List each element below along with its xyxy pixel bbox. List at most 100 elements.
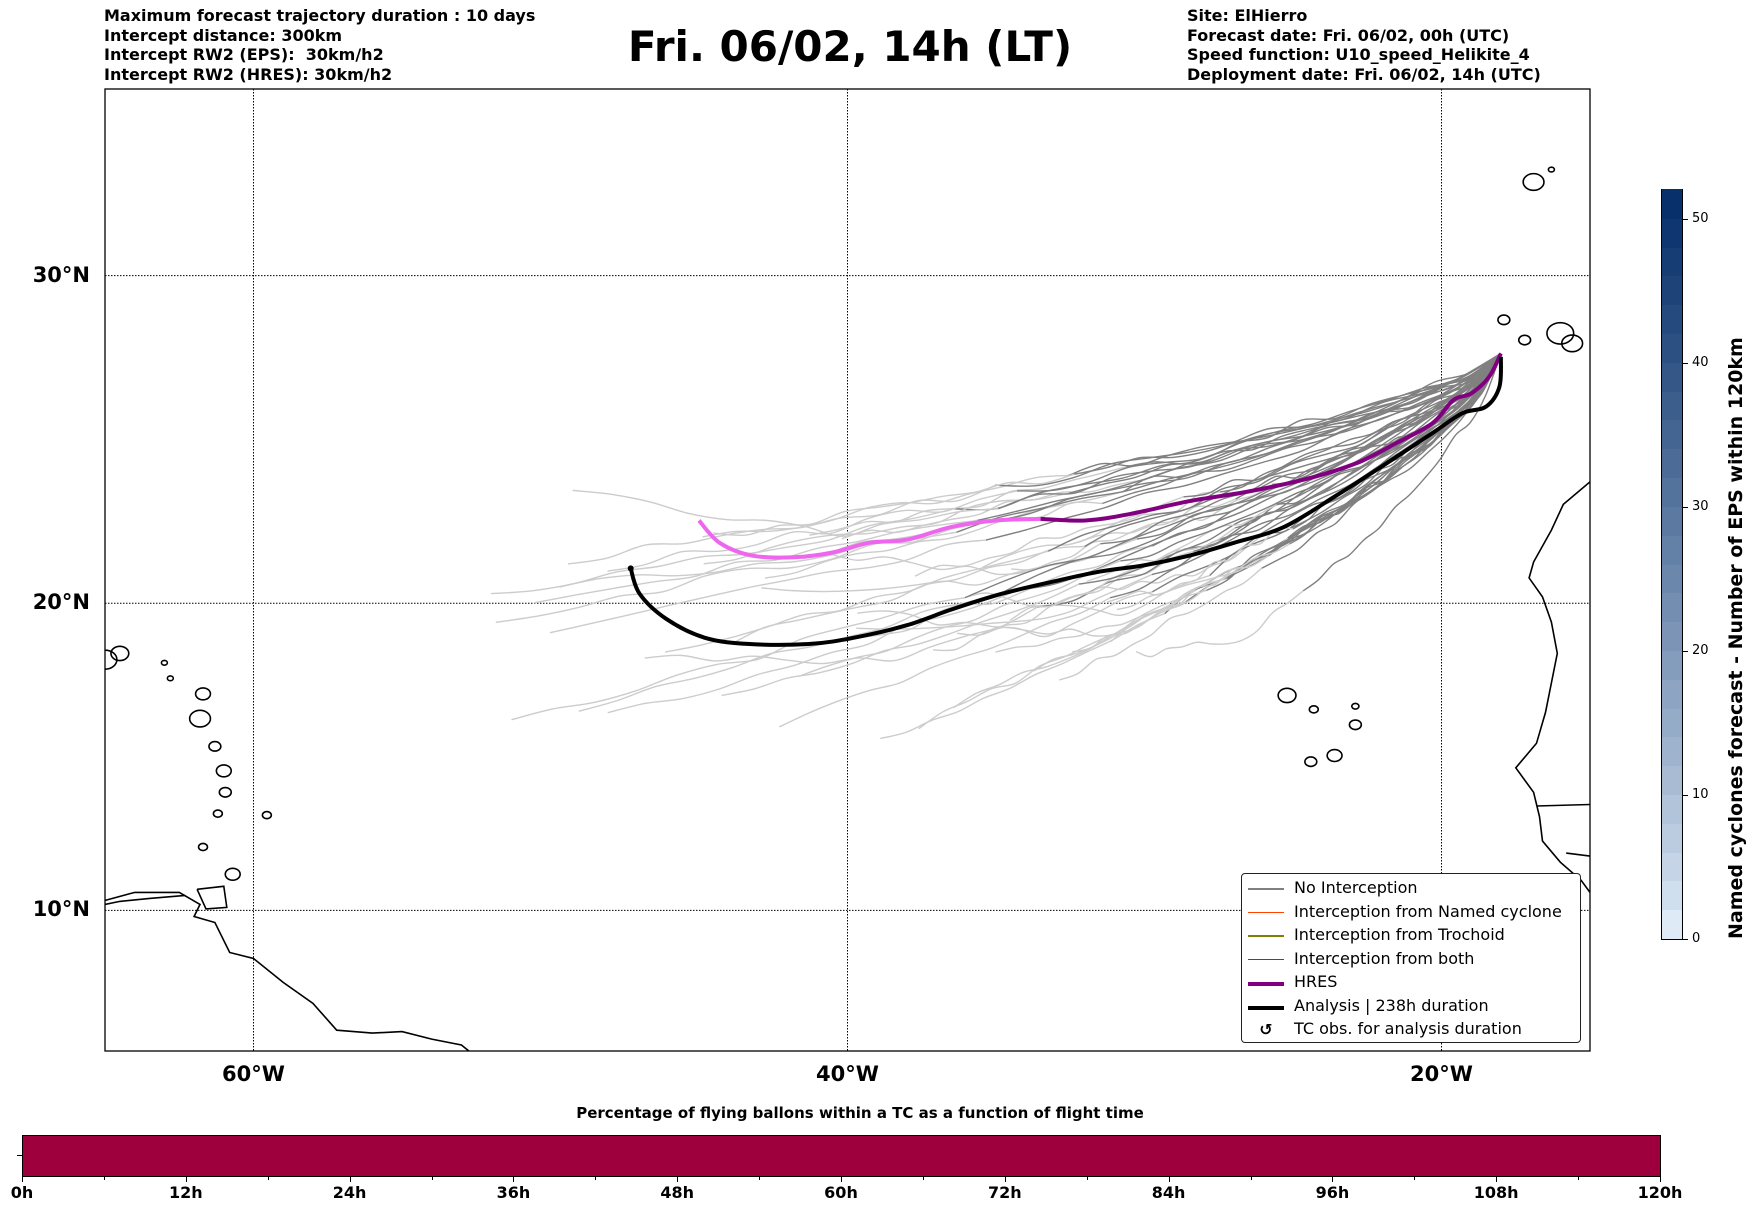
- tc-bar-tick: [103, 1176, 105, 1180]
- colorbar-tick-label: 40: [1692, 354, 1709, 370]
- colorbar-level: [1662, 476, 1682, 507]
- eps-trajectory-late: [1110, 543, 1290, 643]
- tc-bar-tick: [759, 1176, 761, 1180]
- tc-bar-tick: [513, 1176, 515, 1182]
- colorbar-level: [1662, 678, 1682, 709]
- colorbar-level: [1662, 879, 1682, 911]
- intercept-hres-text: Intercept RW2 (HRES): 30km/h2: [104, 64, 393, 84]
- legend-item: No Interception: [1242, 877, 1580, 900]
- tc-bar-tick-label: 24h: [332, 1183, 367, 1202]
- header-right-info: Site: ElHierro Forecast date: Fri. 06/02…: [1187, 6, 1541, 84]
- max-duration-text: Maximum forecast trajectory duration : 1…: [104, 6, 536, 25]
- colorbar-tick-label: 30: [1692, 498, 1709, 514]
- colorbar-level: [1662, 390, 1682, 421]
- colorbar-level: [1662, 764, 1682, 795]
- island: [218, 786, 233, 798]
- eps-trajectory-late: [1072, 555, 1270, 653]
- eps-trajectory-late: [957, 589, 1207, 637]
- island: [208, 740, 222, 752]
- lat-label: 20°N: [32, 590, 90, 615]
- eps-trajectory-late: [1033, 566, 1249, 672]
- colorbar-level: [1662, 505, 1682, 536]
- header-left-info: Maximum forecast trajectory duration : 1…: [104, 6, 535, 84]
- island: [197, 842, 209, 852]
- lon-label: 40°W: [816, 1062, 879, 1086]
- colorbar-level: [1662, 188, 1682, 219]
- map-frame: [104, 88, 1591, 1052]
- colorbar-tick-label: 20: [1692, 642, 1709, 658]
- eps-trajectory-late: [721, 583, 1080, 697]
- tc-percentage-bar: [22, 1135, 1661, 1177]
- eps-trajectory-late: [779, 597, 1111, 728]
- tc-bar-tick-label: 84h: [1151, 1183, 1186, 1202]
- tc-bar-tick: [267, 1176, 269, 1180]
- colorbar-tick-label: 0: [1692, 931, 1701, 946]
- eps-trajectory-late: [1067, 531, 1267, 599]
- eps-trajectory-late: [856, 574, 1152, 630]
- eps-trajectory-early: [977, 352, 1502, 522]
- legend: No Interception Interception from Named c…: [1241, 873, 1581, 1043]
- eps-trajectory-late: [559, 520, 992, 588]
- legend-label: HRES: [1294, 972, 1338, 991]
- eps-trajectory-early: [1136, 352, 1502, 540]
- tc-bar-tick: [922, 1176, 924, 1180]
- site-text: Site: ElHierro: [1187, 6, 1308, 25]
- tc-bar-tick: [1004, 1176, 1006, 1182]
- tc-bar-tick: [1168, 1176, 1170, 1182]
- tc-bar-ytick: [17, 1155, 22, 1156]
- legend-item: Interception from both: [1242, 948, 1580, 971]
- colorbar-tick: [1682, 650, 1688, 652]
- eps-trajectory-late: [857, 545, 1153, 639]
- bissau-coast: [1566, 852, 1590, 857]
- gambia-river: [1536, 803, 1590, 807]
- eps-trajectory-late: [1078, 483, 1273, 544]
- tc-bar-tick: [1660, 1176, 1661, 1182]
- legend-label: Interception from Trochoid: [1294, 925, 1505, 944]
- eps-trajectory-late: [1107, 537, 1289, 603]
- island: [166, 675, 175, 682]
- eps-trajectory-early: [1074, 352, 1502, 475]
- eps-trajectory-early: [1276, 353, 1502, 506]
- eps-trajectory-late: [644, 606, 1038, 665]
- eps-trajectory-early: [1289, 353, 1502, 545]
- colorbar-level: [1662, 735, 1682, 767]
- intercept-distance-text: Intercept distance: 300km: [104, 25, 343, 45]
- tc-bar-tick: [1414, 1176, 1416, 1180]
- tc-bar-tick-label: 0h: [10, 1183, 34, 1202]
- africa-coastline: [1514, 481, 1590, 893]
- island: [1308, 704, 1320, 714]
- island: [261, 810, 273, 820]
- eps-trajectory-early: [1047, 352, 1502, 552]
- colorbar-level: [1662, 246, 1682, 277]
- eps-trajectory-late: [995, 578, 1228, 653]
- colorbar-tick-label: 50: [1692, 210, 1709, 226]
- island: [1351, 702, 1360, 710]
- eps-trajectory-late: [1009, 527, 1236, 622]
- island: [110, 645, 130, 662]
- tc-obs-icon: ↺: [1259, 1020, 1273, 1039]
- eps-trajectory-late: [1059, 567, 1263, 681]
- lat-label: 30°N: [32, 262, 90, 287]
- tc-bar-tick: [1578, 1176, 1580, 1180]
- island: [160, 659, 169, 666]
- colorbar-level: [1662, 361, 1682, 392]
- tc-bar-tick-label: 96h: [1315, 1183, 1350, 1202]
- legend-label: TC obs. for analysis duration: [1294, 1019, 1522, 1038]
- island: [212, 809, 224, 818]
- colorbar-level: [1662, 447, 1682, 479]
- colorbar-level: [1662, 534, 1682, 565]
- hres-track-late: [697, 516, 1041, 560]
- colorbar-level: [1662, 591, 1682, 623]
- main-tracks: [627, 352, 1503, 647]
- colorbar-level: [1662, 332, 1682, 363]
- legend-item: Analysis | 238h duration: [1242, 995, 1580, 1018]
- eps-trajectory-early: [997, 352, 1502, 510]
- colorbar-level: [1662, 851, 1682, 882]
- eps-trajectory-late: [764, 501, 1103, 579]
- eps-trajectory-early: [1193, 353, 1502, 553]
- eps-trajectory-late: [549, 539, 986, 634]
- colorbar-tick: [1682, 362, 1688, 364]
- colorbar-tick: [1682, 794, 1688, 796]
- hres-track-early: [1040, 352, 1503, 523]
